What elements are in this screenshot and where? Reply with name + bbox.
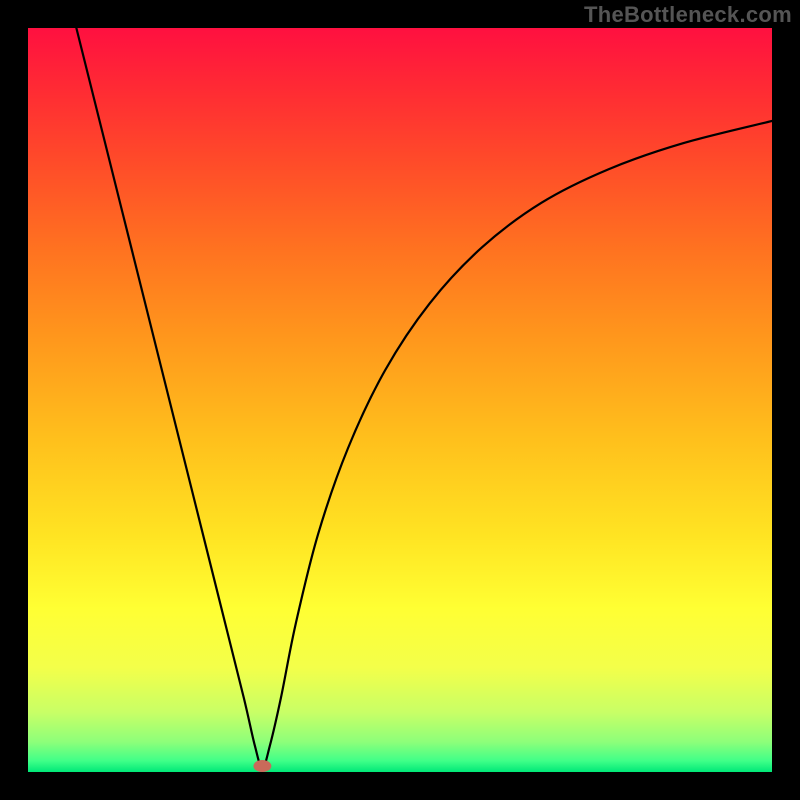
watermark-text: TheBottleneck.com <box>584 2 792 28</box>
chart-container: TheBottleneck.com <box>0 0 800 800</box>
plot-area <box>28 28 772 772</box>
vertex-marker <box>253 760 271 772</box>
gradient-background <box>28 28 772 772</box>
plot-svg <box>28 28 772 772</box>
